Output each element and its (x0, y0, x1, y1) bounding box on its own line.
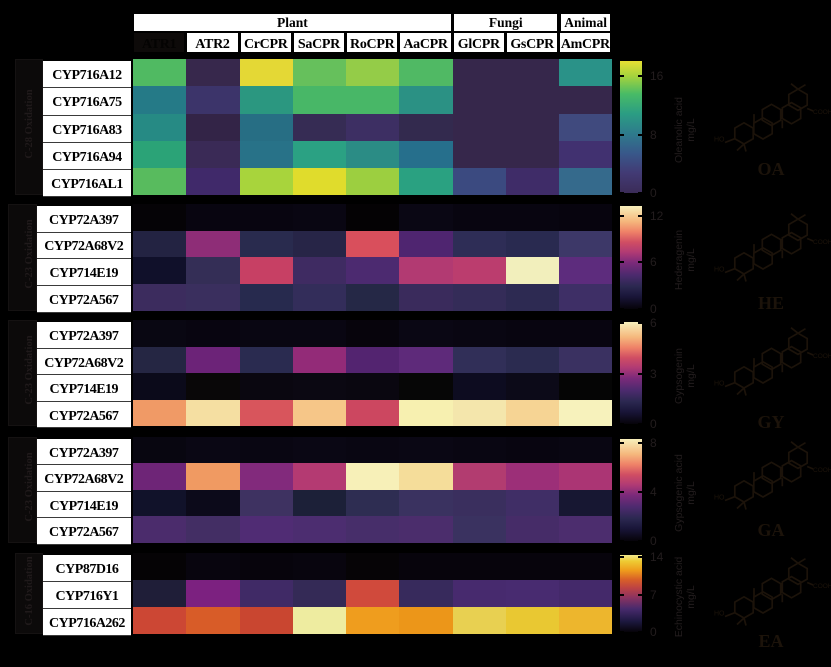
svg-text:COOH: COOH (813, 239, 831, 246)
svg-text:HO: HO (714, 136, 725, 143)
svg-text:HO: HO (714, 267, 725, 274)
svg-text:HO: HO (714, 380, 725, 387)
svg-text:COOH: COOH (813, 109, 831, 116)
svg-text:COOH: COOH (813, 353, 831, 360)
svg-text:COOH: COOH (813, 583, 831, 590)
svg-text:COOH: COOH (813, 467, 831, 474)
svg-text:HO: HO (714, 610, 725, 617)
svg-text:HO: HO (714, 495, 725, 502)
